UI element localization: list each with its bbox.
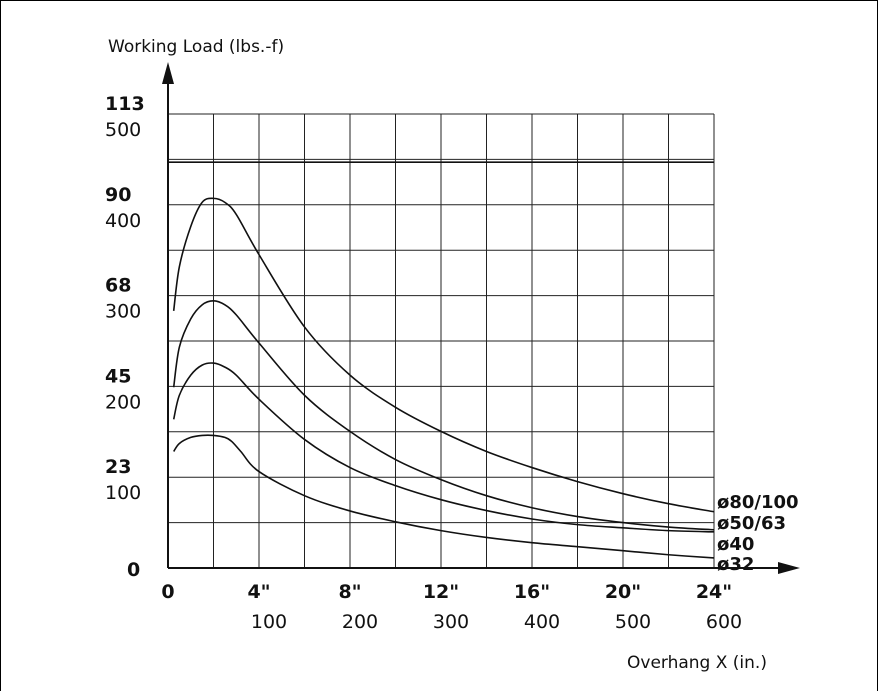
series-label: ø50/63	[717, 513, 786, 534]
x-axis-label: Overhang X (in.)	[627, 653, 767, 673]
y-tick-label-bold: 0	[127, 559, 140, 581]
x-tick-label-light: 600	[706, 611, 742, 633]
series-line-1	[172, 197, 715, 513]
x-tick-label-light: 400	[524, 611, 560, 633]
y-tick-label-bold: 113	[105, 93, 145, 115]
x-tick-label-light: 500	[615, 611, 651, 633]
x-tick-label-bold: 24"	[696, 581, 732, 603]
curves	[172, 197, 715, 559]
y-tick-label-light: 400	[105, 210, 141, 232]
x-tick-label-bold: 20"	[605, 581, 641, 603]
series-line-4	[173, 434, 715, 559]
y-tick-label-bold: 45	[105, 365, 131, 387]
x-tick-label-bold: 16"	[514, 581, 550, 603]
labels: 0 23 45 68 90 113 100 200 300 400 500 0 4" 8" 12" 16" 20…	[105, 93, 799, 633]
x-tick-label-bold: 8"	[338, 581, 361, 603]
series-label: ø40	[717, 534, 754, 555]
x-tick-label-bold: 0	[161, 581, 174, 603]
y-tick-label-light: 500	[105, 119, 141, 141]
x-tick-label-light: 300	[433, 611, 469, 633]
series-label: ø80/100	[717, 492, 799, 513]
series-label: ø32	[717, 554, 754, 575]
y-tick-label-bold: 68	[105, 275, 131, 297]
series-line-2	[172, 300, 715, 531]
x-tick-label-light: 200	[342, 611, 378, 633]
y-tick-label-light: 100	[105, 482, 141, 504]
x-axis-arrow	[778, 562, 800, 574]
y-tick-label-light: 300	[105, 301, 141, 323]
y-axis-label: Working Load (lbs.-f)	[108, 37, 284, 57]
x-tick-label-bold: 12"	[423, 581, 459, 603]
x-tick-label-bold: 4"	[247, 581, 270, 603]
series-line-3	[172, 362, 715, 533]
y-tick-label-bold: 23	[105, 456, 131, 478]
y-tick-label-bold: 90	[105, 184, 131, 206]
y-tick-label-light: 200	[105, 391, 141, 413]
x-tick-label-light: 100	[251, 611, 287, 633]
axes	[162, 62, 800, 574]
y-axis-arrow	[162, 62, 174, 84]
